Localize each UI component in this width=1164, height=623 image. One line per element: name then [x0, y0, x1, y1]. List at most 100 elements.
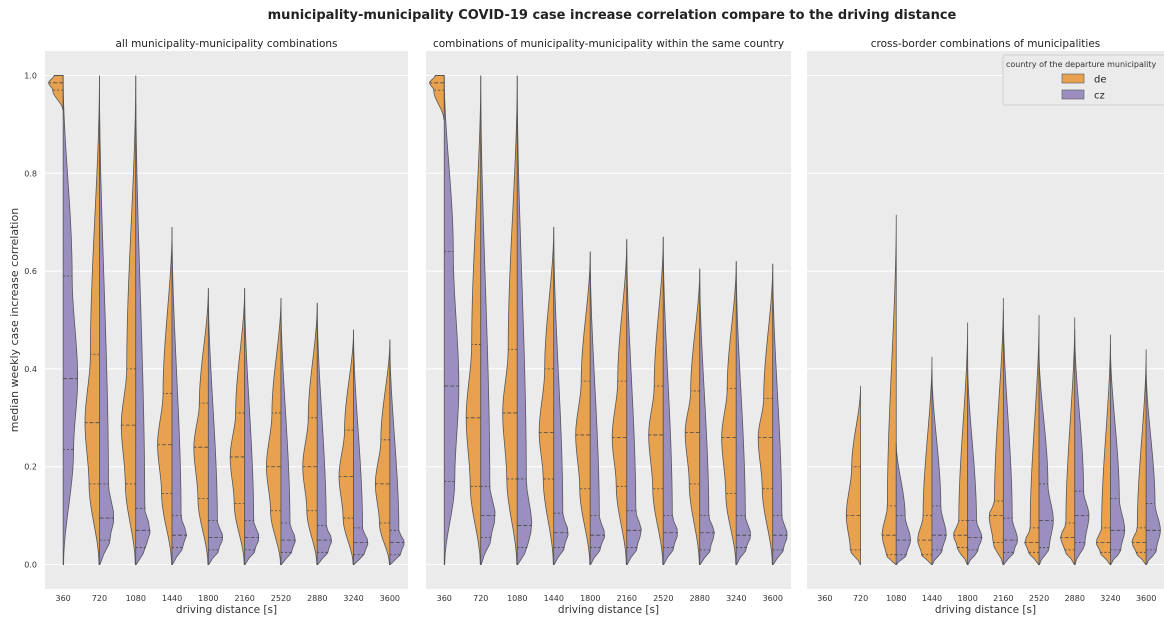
violin-de-360: [429, 75, 445, 120]
violin-de-3240: [1096, 334, 1111, 565]
violin-cz-2520: [1038, 349, 1054, 565]
violin-cz-1800: [967, 359, 983, 565]
violin-de-1800: [953, 322, 969, 565]
panel-3: cross-border combinations of municipalit…: [807, 38, 1164, 616]
x-tick-label: 3240: [726, 594, 746, 603]
violin-cz-3240: [735, 261, 751, 565]
violin-de-1080: [120, 75, 137, 565]
violin-de-1080: [502, 75, 518, 565]
y-tick-label: 0.8: [24, 169, 37, 178]
x-tick-label: 3600: [1136, 594, 1156, 603]
violin-de-2160: [229, 288, 246, 565]
violin-de-3600: [374, 339, 391, 565]
violin-de-2520: [1024, 315, 1040, 565]
x-tick-label: 2160: [617, 594, 637, 603]
violin-cz-2520: [662, 236, 678, 565]
violin-de-3240: [338, 329, 354, 565]
violin-de-1800: [575, 251, 591, 565]
violin-cz-3240: [1110, 344, 1126, 565]
x-tick-label: 360: [817, 594, 832, 603]
panel-title: all municipality-municipality combinatio…: [115, 38, 337, 50]
violin-cz-2520: [280, 297, 296, 565]
x-tick-label: 720: [853, 594, 868, 603]
x-tick-label: 360: [437, 594, 452, 603]
violin-de-720: [465, 75, 482, 565]
violin-cz-2880: [316, 302, 332, 565]
x-tick-label: 3600: [380, 594, 400, 603]
y-tick-label: 0.6: [24, 267, 37, 276]
violin-cz-2160: [1002, 310, 1018, 565]
violin-cz-720: [99, 75, 115, 565]
x-axis-label: driving distance [s]: [176, 604, 277, 616]
violin-de-360: [48, 75, 64, 111]
x-axis-label: driving distance [s]: [935, 604, 1036, 616]
violin-de-2160: [988, 297, 1004, 565]
violin-cz-2160: [244, 288, 260, 565]
x-tick-label: 1080: [507, 594, 527, 603]
violin-de-2880: [1060, 317, 1076, 565]
violin-cz-3600: [1145, 366, 1161, 565]
x-tick-label: 1440: [544, 594, 564, 603]
x-tick-label: 1800: [198, 594, 218, 603]
x-tick-label: 1080: [886, 594, 906, 603]
violin-de-2880: [684, 268, 701, 565]
violin-de-1080: [881, 214, 897, 565]
y-tick-label: 0.0: [24, 561, 37, 570]
x-tick-label: 2160: [234, 594, 254, 603]
violin-cz-360: [443, 75, 460, 565]
x-tick-label: 1800: [957, 594, 977, 603]
legend-label-cz: cz: [1094, 91, 1105, 102]
x-tick-label: 2160: [993, 594, 1013, 603]
violin-de-1800: [193, 288, 209, 565]
legend: country of the departure municipality de…: [1002, 54, 1164, 106]
violin-cz-2160: [626, 239, 642, 565]
violin-cz-3240: [353, 329, 369, 565]
y-tick-label: 0.4: [24, 365, 37, 374]
x-tick-label: 2880: [1065, 594, 1085, 603]
x-tick-label: 720: [92, 594, 107, 603]
violin-de-2880: [302, 302, 318, 565]
violin-de-3600: [1131, 349, 1147, 565]
panel-2: combinations of municipality-municipalit…: [426, 38, 791, 616]
legend-label-de: de: [1094, 75, 1107, 86]
violin-cz-3600: [772, 263, 788, 565]
violin-cz-1800: [207, 288, 223, 565]
violin-cz-720: [480, 75, 496, 565]
violin-de-2160: [611, 239, 628, 565]
violin-cz-1080: [516, 75, 533, 565]
violin-de-2520: [266, 297, 282, 565]
x-tick-label: 3240: [343, 594, 363, 603]
x-tick-label: 2520: [271, 594, 291, 603]
violin-cz-1800: [589, 251, 605, 565]
violin-de-1440: [538, 227, 555, 565]
legend-swatch-de: [1061, 73, 1085, 84]
violin-cz-2880: [699, 268, 715, 565]
x-tick-label: 2880: [690, 594, 710, 603]
violin-de-1440: [917, 356, 933, 565]
x-tick-label: 3240: [1100, 594, 1120, 603]
x-tick-label: 1440: [922, 594, 942, 603]
x-tick-label: 360: [56, 594, 71, 603]
x-tick-label: 1080: [126, 594, 146, 603]
x-tick-label: 720: [473, 594, 488, 603]
y-tick-label: 0.2: [24, 463, 37, 472]
violin-de-720: [845, 386, 861, 565]
violin-cz-1440: [171, 227, 187, 565]
figure-title: municipality-municipality COVID-19 case …: [268, 8, 957, 23]
legend-swatch-cz: [1061, 89, 1085, 100]
violin-de-720: [84, 75, 100, 565]
violin-cz-360: [62, 75, 79, 565]
violin-de-3600: [757, 263, 774, 565]
y-tick-label: 1.0: [24, 71, 37, 80]
x-tick-label: 1440: [162, 594, 182, 603]
x-tick-label: 3600: [763, 594, 783, 603]
x-tick-label: 2520: [1029, 594, 1049, 603]
violin-cz-1080: [135, 75, 151, 565]
violin-cz-1080: [895, 442, 911, 565]
panel-title: combinations of municipality-municipalit…: [433, 38, 784, 50]
violin-cz-2880: [1074, 329, 1090, 565]
legend-title: country of the departure municipality: [1006, 60, 1156, 69]
violin-cz-1440: [931, 368, 947, 565]
